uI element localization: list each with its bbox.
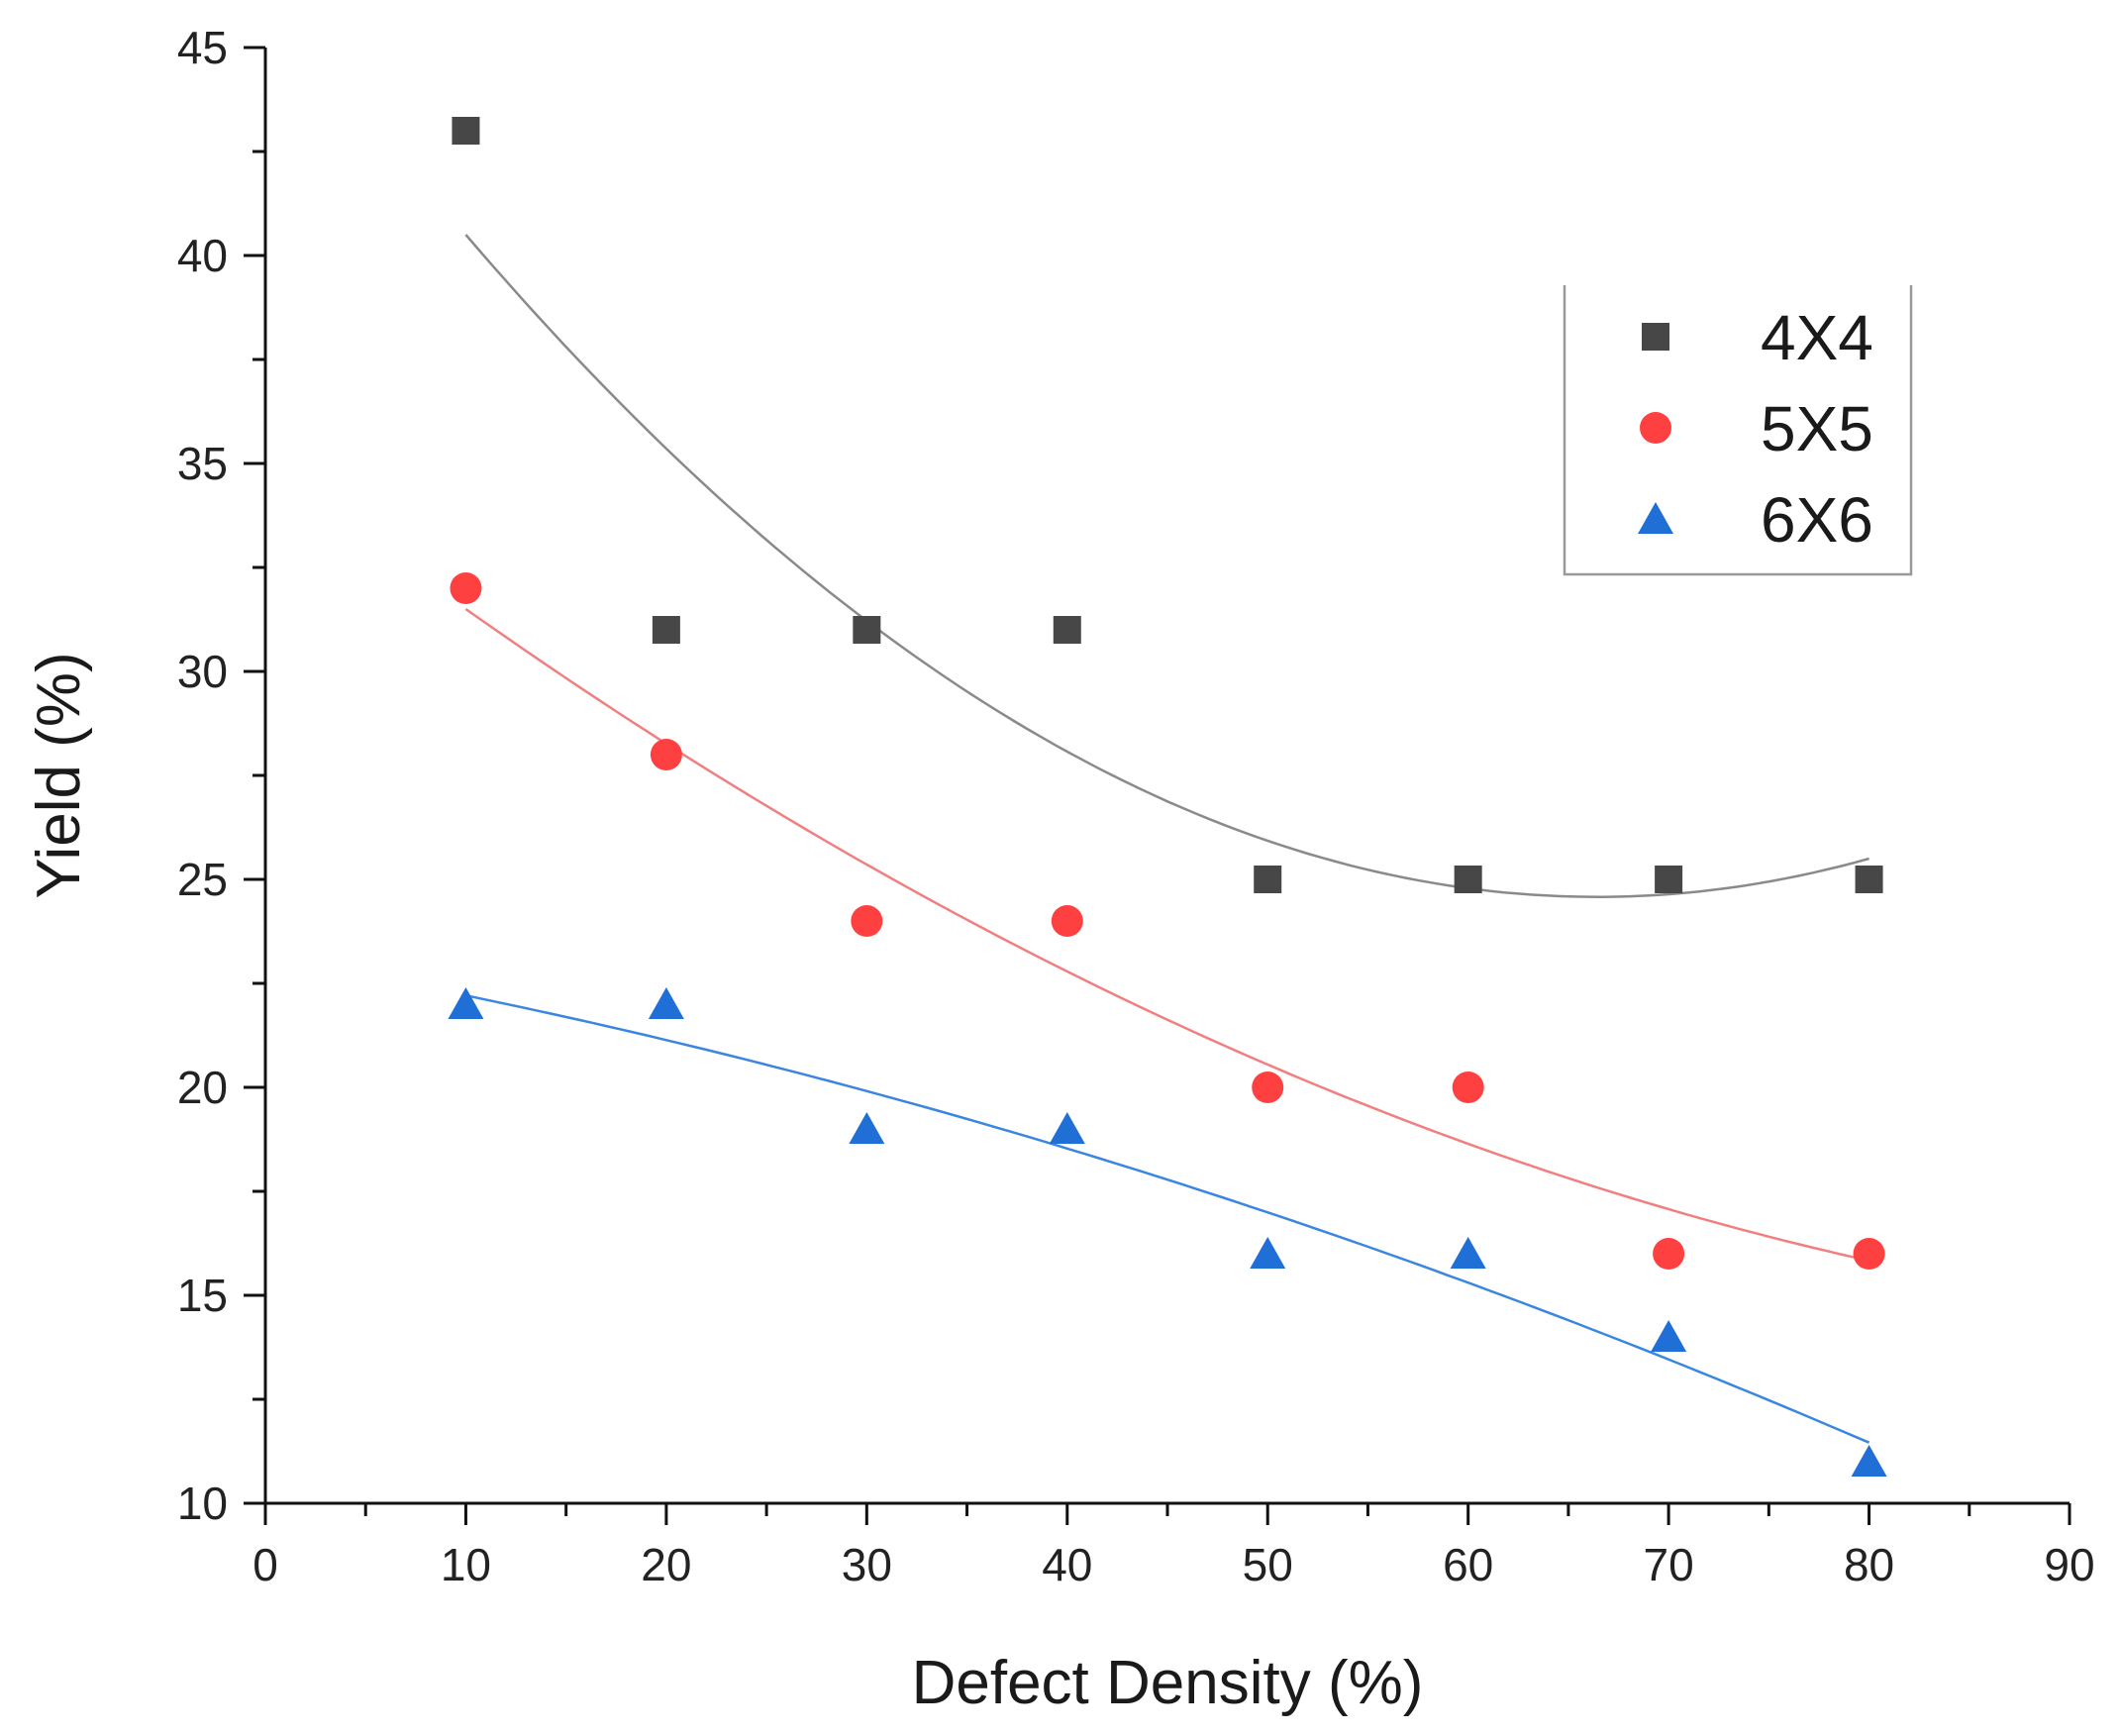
point-5X5 [1853, 1238, 1885, 1270]
point-4X4 [452, 117, 480, 145]
point-6X6 [1851, 1445, 1887, 1477]
point-6X6 [1450, 1237, 1486, 1269]
legend: 4X4 5X5 6X6 [1563, 285, 1913, 576]
axes: 0 10 20 30 40 50 60 70 80 90 10 15 20 25 30 35 40 45 [177, 22, 2095, 1590]
point-4X4 [1454, 866, 1482, 893]
point-4X4 [1254, 866, 1282, 893]
x-tick-label: 0 [252, 1539, 278, 1590]
y-tick-label: 20 [177, 1062, 228, 1113]
data-points [448, 117, 1887, 1477]
legend-label: 5X5 [1761, 393, 1873, 464]
fit-line-6X6 [465, 993, 1870, 1444]
x-tick-label: 70 [1644, 1539, 1694, 1590]
y-tick-label: 40 [177, 230, 228, 281]
point-5X5 [450, 572, 482, 604]
point-6X6 [1250, 1237, 1286, 1269]
y-tick-label: 10 [177, 1478, 228, 1529]
x-tick-label: 20 [641, 1539, 691, 1590]
point-6X6 [849, 1112, 885, 1144]
point-4X4 [853, 616, 881, 644]
y-tick-label: 45 [177, 22, 228, 73]
x-tick-label: 30 [842, 1539, 892, 1590]
fit-line-5X5 [464, 607, 1869, 1263]
point-5X5 [851, 905, 883, 937]
y-tick-label: 35 [177, 438, 228, 489]
point-6X6 [448, 987, 484, 1019]
point-5X5 [1252, 1072, 1284, 1103]
legend-label: 4X4 [1761, 302, 1873, 373]
y-tick-label: 30 [177, 646, 228, 697]
point-4X4 [1053, 616, 1081, 644]
point-4X4 [1855, 866, 1883, 893]
point-6X6 [1651, 1320, 1687, 1352]
x-tick-label: 90 [2044, 1539, 2094, 1590]
legend-marker-4X4 [1642, 323, 1669, 351]
x-tick-label: 50 [1243, 1539, 1293, 1590]
y-tick-label: 15 [177, 1270, 228, 1321]
legend-marker-5X5 [1640, 412, 1671, 444]
point-5X5 [1653, 1238, 1685, 1270]
y-tick-label: 25 [177, 854, 228, 905]
point-5X5 [1452, 1072, 1484, 1103]
point-5X5 [1051, 905, 1083, 937]
point-6X6 [648, 987, 684, 1019]
x-tick-label: 80 [1844, 1539, 1894, 1590]
x-tick-label: 10 [441, 1539, 491, 1590]
fit-lines [464, 234, 1870, 1444]
legend-marker-6X6 [1638, 502, 1673, 534]
point-6X6 [1049, 1112, 1085, 1144]
legend-frame [1563, 285, 1913, 576]
legend-label: 6X6 [1761, 484, 1873, 556]
x-tick-label: 60 [1443, 1539, 1493, 1590]
y-axis-title: Yield (%) [25, 652, 93, 898]
fit-line-4X4 [464, 234, 1869, 898]
x-axis-title: Defect Density (%) [912, 1649, 1424, 1717]
point-4X4 [1655, 866, 1683, 893]
point-5X5 [650, 739, 682, 770]
x-tick-label: 40 [1042, 1539, 1092, 1590]
point-4X4 [652, 616, 680, 644]
